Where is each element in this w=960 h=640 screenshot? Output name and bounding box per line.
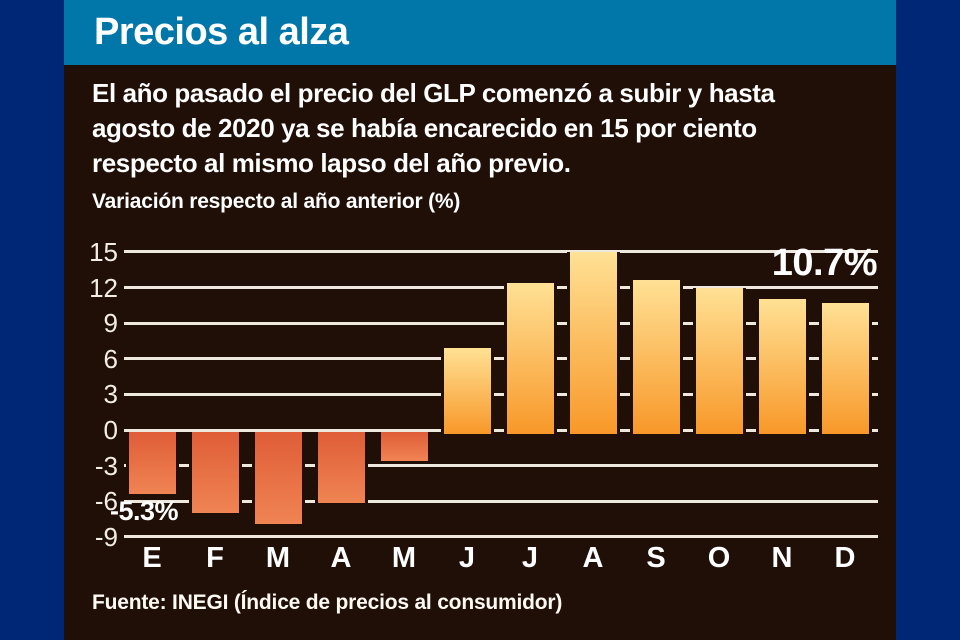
intro-line-1: El año pasado el precio del GLP comenzó … <box>92 78 775 108</box>
gridline <box>124 428 878 432</box>
y-axis-tick-label: -6 <box>94 486 118 517</box>
gridline <box>124 357 878 361</box>
bar <box>191 431 239 514</box>
x-axis-month-label: O <box>707 542 731 574</box>
y-axis-tick-label: 12 <box>89 272 118 303</box>
y-axis-tick-label: 9 <box>103 308 118 339</box>
x-axis-month-label: A <box>582 542 604 574</box>
data-label-annotation: 10.7% <box>771 242 878 284</box>
gridline <box>124 499 878 503</box>
source-note: Fuente: INEGI (Índice de precios al cons… <box>92 591 563 614</box>
gridline <box>124 535 878 539</box>
x-axis-month-label: M <box>265 542 291 574</box>
x-axis-month-label: M <box>391 542 417 574</box>
gridline <box>124 392 878 396</box>
x-axis-month-label: D <box>834 542 856 574</box>
bar <box>506 282 554 434</box>
bar-chart: 15 12 9 6 3 0 -3 -6 -9 E F M A M J J A S O N D -5.3% 10.7% <box>64 0 896 640</box>
bar <box>254 431 302 525</box>
bar <box>128 431 176 495</box>
bar <box>821 303 869 434</box>
x-axis-month-label: N <box>771 542 793 574</box>
intro-line-2: agosto de 2020 ya se había encarecido en… <box>92 113 757 143</box>
chart-title: Variación respecto al año anterior (%) <box>92 190 461 213</box>
bar <box>569 251 617 434</box>
card-header: Precios al alza <box>64 0 896 65</box>
intro-text: El año pasado el precio del GLP comenzó … <box>92 76 775 181</box>
y-axis-tick-label: 0 <box>103 415 118 445</box>
x-axis-month-label: S <box>646 542 666 574</box>
gridline <box>124 464 878 468</box>
x-axis-month-label: F <box>206 542 224 574</box>
data-label-annotation: -5.3% <box>110 496 179 526</box>
gridline <box>124 321 878 325</box>
y-axis-tick-label: 6 <box>103 343 118 374</box>
gridline <box>124 250 878 254</box>
bar <box>380 431 428 462</box>
bar <box>758 299 806 434</box>
gridline <box>124 286 878 290</box>
bar <box>443 348 491 434</box>
bar <box>632 280 680 434</box>
y-axis-tick-label: 15 <box>89 236 118 267</box>
y-axis-tick-label: 3 <box>103 379 118 410</box>
y-axis-tick-label: -9 <box>94 521 118 552</box>
x-axis-month-label: A <box>330 542 352 574</box>
intro-line-3: respecto al mismo lapso del año previo. <box>92 148 571 178</box>
y-axis-tick-label: -3 <box>94 450 118 481</box>
x-axis-month-label: E <box>142 542 162 574</box>
x-axis-month-label: J <box>521 542 539 574</box>
page-title: Precios al alza <box>94 11 349 53</box>
bar <box>317 431 365 503</box>
x-axis-month-label: J <box>458 542 476 574</box>
infographic-card: Precios al alza El año pasado el precio … <box>64 0 896 640</box>
bar <box>695 287 743 434</box>
